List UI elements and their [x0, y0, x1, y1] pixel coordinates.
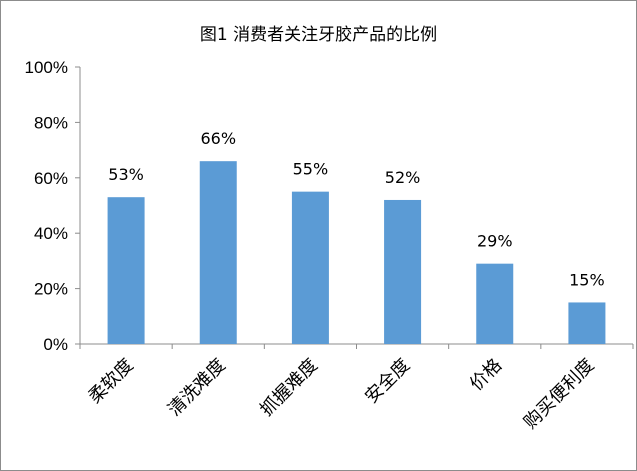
- category-label: 柔软度: [85, 355, 138, 408]
- category-label: 抓握难度: [256, 355, 322, 421]
- bar: [199, 161, 237, 344]
- y-tick-label: 20%: [34, 280, 68, 299]
- y-tick-label: 80%: [34, 113, 68, 132]
- y-tick-label: 100%: [25, 58, 68, 77]
- category-label: 清洗难度: [164, 355, 230, 421]
- bar: [476, 263, 514, 344]
- chart-title: 图1 消费者关注牙胶产品的比例: [199, 25, 438, 45]
- y-tick-label: 60%: [34, 169, 68, 188]
- bar: [568, 302, 606, 344]
- y-tick-label: 0%: [43, 335, 68, 354]
- category-label: 价格: [466, 355, 506, 395]
- bar: [291, 191, 329, 344]
- bar: [107, 197, 145, 344]
- category-label: 购买便利度: [520, 355, 598, 433]
- y-tick-label: 40%: [34, 224, 68, 243]
- data-label: 29%: [477, 232, 513, 251]
- data-label: 55%: [293, 160, 329, 179]
- data-label: 52%: [385, 168, 421, 187]
- data-label: 66%: [200, 129, 236, 148]
- category-label: 安全度: [361, 355, 414, 408]
- data-label: 15%: [569, 270, 605, 289]
- data-label: 53%: [108, 165, 144, 184]
- bar: [384, 199, 422, 344]
